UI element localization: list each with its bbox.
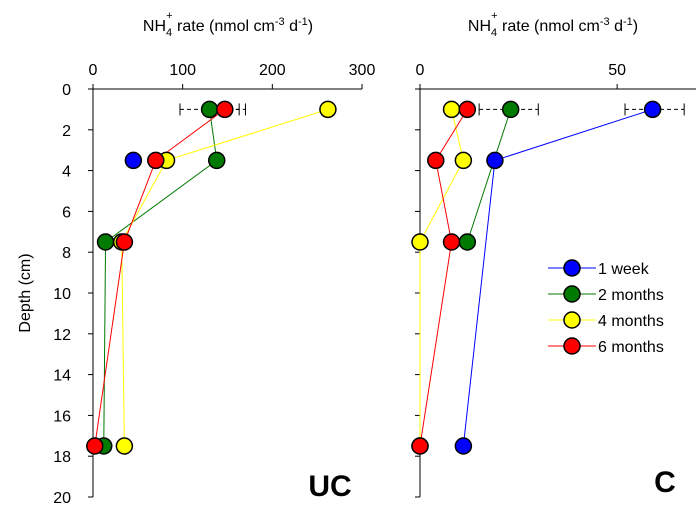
c-x-axis-title-part-0: NH [468,18,491,35]
c-data-point-6-months [458,100,477,119]
c-x-axis-title-part-7: ) [633,18,638,35]
uc-data-point-6-months [115,233,134,251]
uc-y-tick-label: 18 [53,449,71,466]
c-x-axis-title-part-1: 4 [491,27,497,39]
uc-y-tick-label: 8 [62,245,71,262]
uc-series-line-4-months [121,108,329,447]
uc-data-point-6-months [86,437,104,455]
legend-label-2: 4 months [598,313,664,330]
legend-label-1: 2 months [598,287,664,304]
uc-y-tick-label: 20 [53,490,71,507]
c-data-point-4-months [411,233,429,251]
uc-x-axis-title-part-0: NH [143,18,166,35]
uc-series-line-2-months [103,109,218,447]
uc-data-point-2-months [207,151,226,170]
uc-x-tick-label: 100 [169,62,196,79]
c-data-point-1-week [643,100,662,119]
uc-data-point-1-week [124,151,143,170]
c-x-axis-title-part-2: + [491,10,497,22]
c-data-point-6-months [411,437,429,455]
chart-legend: 1 week 2 months 4 months 6 months [548,259,664,356]
c-series-line-6-months [419,109,468,447]
uc-x-axis-title-part-3: rate (nmol cm [173,18,275,35]
legend-marker-3 [563,337,581,355]
c-x-tick-label: 0 [416,62,425,79]
uc-x-tick-label: 0 [89,62,98,79]
c-data-point-1-week [486,151,504,170]
uc-data-point-6-months [147,151,165,170]
uc-x-tick-label: 200 [259,62,286,79]
uc-y-tick-label: 6 [62,204,71,221]
uc-x-axis-title-part-1: 4 [166,27,172,39]
uc-series-line-6-months [94,108,226,447]
uc-y-tick-label: 10 [53,286,71,303]
c-data-point-2-months [501,100,520,119]
uc-x-axis-title-part-6: -1 [298,16,308,28]
uc-data-point-2-months [96,233,115,251]
uc-y-tick-label: 14 [53,368,71,385]
uc-data-point-4-months [319,100,337,119]
c-x-axis-title-part-4: -3 [600,16,610,28]
c-data-point-2-months [458,233,477,251]
uc-data-point-2-months [200,100,219,119]
legend-marker-2 [563,311,581,329]
legend-marker-0 [563,259,581,277]
c-panel-label: C [654,466,676,499]
uc-y-axis-title: Depth (cm) [17,253,34,332]
legend-marker-1 [563,285,581,303]
uc-x-axis-title-part-4: -3 [275,16,285,28]
uc-x-axis-title-part-7: ) [308,18,313,35]
c-series-line-4-months [419,109,464,446]
c-x-axis-title-part-5: d [610,18,623,35]
c-data-point-6-months [442,233,461,251]
c-x-axis-title-part-3: rate (nmol cm [498,18,600,35]
legend-label-0: 1 week [598,261,650,278]
c-x-axis-title-part-6: -1 [623,16,633,28]
c-x-axis-title: NH4 + rate (nmol cm-3 d-1) [468,10,638,39]
c-data-point-4-months [454,151,473,170]
c-series-line-2-months [466,109,512,243]
uc-x-axis-title: NH4 + rate (nmol cm-3 d-1) [143,10,313,39]
uc-y-tick-label: 12 [53,327,71,344]
c-data-point-1-week [454,437,473,455]
uc-data-point-6-months [216,100,234,119]
uc-y-tick-label: 0 [62,82,71,99]
c-x-tick-label: 50 [608,62,626,79]
uc-x-tick-label: 300 [349,62,376,79]
c-data-point-4-months [442,100,461,119]
uc-x-axis-title-part-5: d [285,18,298,35]
uc-y-tick-label: 4 [62,164,71,181]
c-data-point-6-months [427,151,445,170]
panel-c: 0 50 NH4 + rate (nmol cm-3 d-1) C [411,10,696,499]
legend-label-3: 6 months [598,339,664,356]
uc-panel-label: UC [308,470,351,503]
uc-y-tick-label: 16 [53,408,71,425]
uc-y-tick-label: 2 [62,123,71,140]
uc-x-axis-title-part-2: + [166,10,172,22]
uc-data-point-4-months [115,437,134,455]
